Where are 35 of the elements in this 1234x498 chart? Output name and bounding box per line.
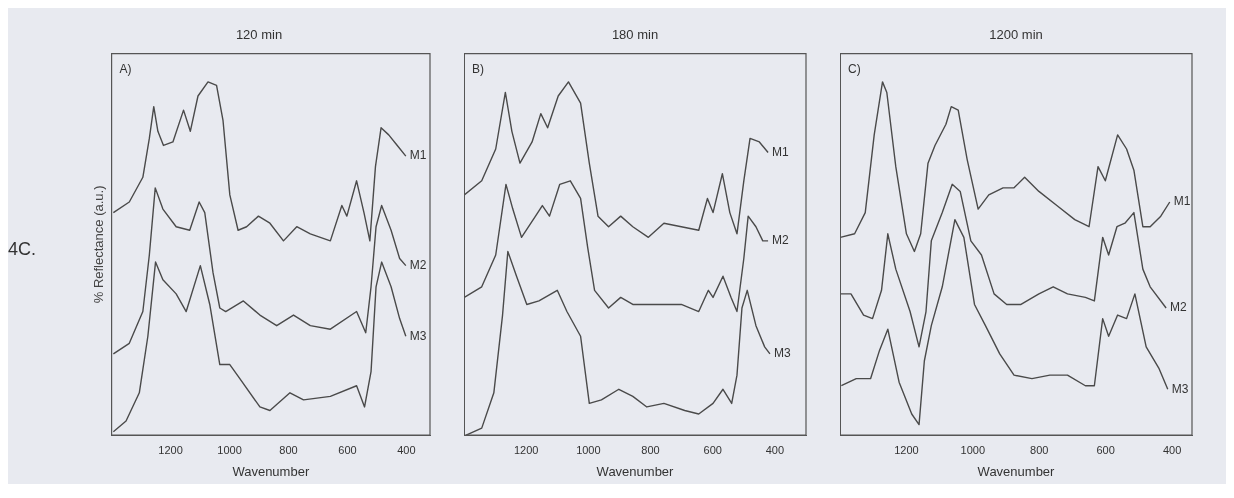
series-label: M1 — [1173, 194, 1191, 209]
series-label: M3 — [1171, 381, 1189, 396]
x-tick-label: 1200 — [513, 443, 539, 456]
x-tick-label: 800 — [279, 443, 298, 456]
x-axis-title: Wavenumber — [232, 463, 310, 479]
x-axis-title: Wavenumber — [977, 463, 1056, 479]
series-label: M3 — [409, 328, 427, 343]
x-tick-label: 600 — [703, 443, 722, 456]
x-tick-label: 600 — [338, 443, 357, 456]
x-tick-label: 800 — [641, 443, 660, 456]
text: A) — [119, 61, 132, 76]
x-tick-label: 400 — [397, 443, 416, 456]
x-tick-label: 400 — [1162, 443, 1182, 456]
text: 4C. — [8, 238, 37, 260]
series-label: M1 — [772, 144, 790, 159]
series-label: M2 — [1170, 300, 1188, 315]
text: B) — [472, 61, 484, 76]
chart-title: 120 min — [235, 27, 283, 43]
series-label: M3 — [773, 346, 791, 361]
x-tick-label: 1000 — [576, 443, 601, 456]
x-tick-label: 400 — [765, 443, 785, 456]
x-axis-title: Wavenumber — [596, 463, 675, 479]
x-tick-label: 1200 — [158, 443, 183, 456]
x-tick-label: 1200 — [894, 443, 919, 456]
series-label: M2 — [409, 257, 427, 272]
x-tick-label: 1000 — [960, 443, 986, 456]
x-tick-label: 800 — [1030, 443, 1049, 456]
x-tick-label: 1000 — [217, 443, 242, 456]
chart-title: 180 min — [611, 27, 659, 43]
series-label: M1 — [409, 148, 427, 163]
chart-title: 1200 min — [989, 27, 1043, 43]
y-axis-title: % Reflectance (a.u.) — [91, 185, 107, 304]
text: C) — [848, 61, 861, 76]
x-tick-label: 600 — [1096, 443, 1115, 456]
series-label: M2 — [772, 233, 790, 248]
